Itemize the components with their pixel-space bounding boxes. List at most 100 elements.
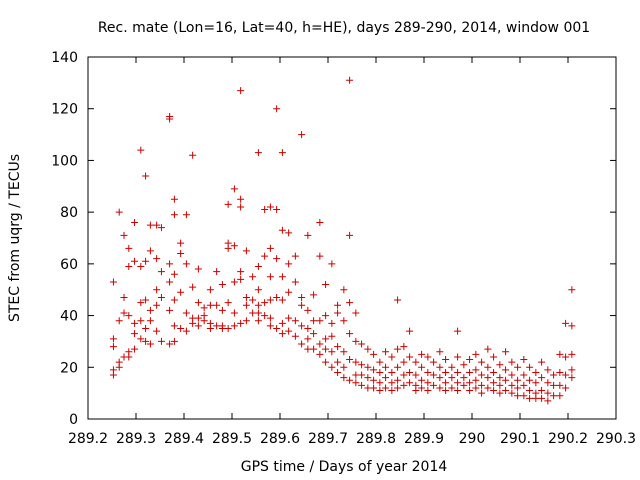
data-point — [291, 252, 299, 260]
data-point — [304, 306, 312, 314]
data-point — [194, 314, 202, 322]
data-point — [568, 322, 576, 330]
x-tick-label: 289.2 — [68, 431, 108, 447]
data-point — [237, 203, 245, 211]
data-point — [400, 371, 408, 379]
data-point — [346, 376, 354, 384]
data-point — [131, 257, 139, 265]
data-point — [298, 301, 306, 309]
data-point — [538, 374, 546, 382]
data-point — [352, 309, 360, 317]
x-tick-label: 289.3 — [116, 431, 156, 447]
data-point — [120, 309, 128, 317]
data-point — [364, 345, 372, 353]
y-tick-label: 140 — [51, 50, 78, 66]
data-point — [436, 374, 444, 382]
data-point — [418, 384, 426, 392]
data-point — [388, 379, 396, 387]
data-point — [358, 361, 366, 369]
data-point — [291, 317, 299, 325]
data-point — [520, 356, 528, 364]
data-point — [137, 262, 145, 270]
data-point — [454, 387, 462, 395]
data-point — [478, 381, 486, 389]
data-point — [224, 325, 232, 332]
x-tick-label: 290.3 — [596, 431, 636, 447]
data-point — [406, 327, 414, 335]
data-point — [278, 149, 286, 157]
x-tick-label: 289.7 — [308, 431, 348, 447]
data-point — [568, 350, 576, 358]
data-point — [146, 221, 154, 229]
data-point — [436, 384, 444, 392]
data-point — [166, 260, 174, 268]
data-point — [340, 286, 348, 294]
data-point — [484, 363, 492, 371]
data-point — [131, 319, 139, 327]
data-point — [125, 312, 133, 320]
data-point — [157, 224, 165, 232]
data-point — [358, 340, 366, 348]
x-tick-label: 290.1 — [500, 431, 540, 447]
data-point — [109, 335, 117, 343]
data-point — [346, 356, 354, 364]
x-tick-label: 289.5 — [212, 431, 252, 447]
chart-title: Rec. mate (Lon=16, Lat=40, h=HE), days 2… — [98, 20, 590, 36]
data-point — [400, 358, 408, 366]
data-point — [406, 379, 414, 387]
data-point — [466, 379, 474, 387]
data-point — [538, 358, 546, 366]
data-point — [146, 340, 154, 348]
data-point — [544, 389, 552, 397]
data-point — [478, 389, 486, 397]
data-point — [322, 281, 330, 289]
x-tick-label: 289.8 — [356, 431, 396, 447]
data-point — [454, 327, 462, 335]
data-point — [514, 376, 522, 384]
data-point — [237, 195, 245, 203]
data-point — [562, 319, 570, 327]
data-point — [266, 314, 274, 322]
data-point — [304, 335, 312, 343]
data-point — [526, 376, 534, 384]
data-point — [412, 371, 420, 379]
data-point — [424, 353, 432, 361]
data-point — [189, 151, 197, 159]
data-point — [562, 384, 570, 392]
data-point — [406, 368, 414, 376]
y-tick-label: 20 — [60, 360, 78, 376]
data-point — [466, 368, 474, 376]
data-point — [514, 363, 522, 371]
x-tick-label: 289.6 — [260, 431, 300, 447]
data-point — [328, 332, 336, 340]
data-point — [376, 358, 384, 366]
data-point — [115, 363, 123, 371]
data-point — [285, 314, 293, 322]
data-point — [115, 317, 123, 325]
data-point — [278, 296, 286, 304]
data-point — [496, 381, 504, 389]
data-point — [514, 392, 522, 400]
data-point — [177, 250, 185, 258]
data-point — [153, 301, 161, 309]
data-point — [328, 260, 336, 268]
data-point — [310, 345, 318, 353]
x-axis-title: GPS time / Days of year 2014 — [241, 459, 448, 475]
data-point — [376, 379, 384, 387]
data-point — [285, 229, 293, 237]
data-point — [382, 384, 390, 392]
data-point — [304, 231, 312, 239]
data-point — [224, 244, 232, 252]
data-point — [556, 392, 564, 400]
data-point — [394, 296, 402, 304]
data-point — [430, 381, 438, 389]
data-point — [466, 356, 474, 364]
data-point — [556, 368, 564, 376]
data-point — [177, 325, 185, 332]
data-point — [370, 376, 378, 384]
data-point — [484, 374, 492, 382]
data-point — [394, 384, 402, 392]
data-point — [298, 340, 306, 348]
data-point — [261, 299, 269, 307]
data-point — [556, 381, 564, 389]
